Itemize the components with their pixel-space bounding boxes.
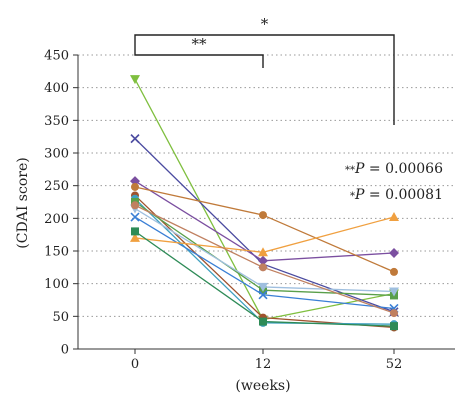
data-point <box>390 322 398 331</box>
data-point <box>259 263 267 272</box>
data-point <box>259 211 267 220</box>
y-tick-label: 250 <box>44 179 69 194</box>
data-point <box>131 201 139 210</box>
data-point <box>130 134 140 144</box>
series-11 <box>131 201 398 318</box>
series-3 <box>131 182 398 276</box>
significance-label: * <box>261 15 269 33</box>
axes <box>77 55 455 350</box>
y-tick-label: 200 <box>44 212 69 227</box>
y-axis-ticks: 0 50 100 150 200 250 300 350 400 450 <box>44 49 78 358</box>
data-point <box>258 282 268 292</box>
data-point <box>389 247 399 258</box>
y-tick-label: 400 <box>44 81 69 96</box>
data-point <box>389 287 399 297</box>
data-point-stroke <box>130 134 140 144</box>
data-point <box>258 290 268 300</box>
y-tick-label: 100 <box>44 277 69 292</box>
p-value-annotation: *P = 0.00081 <box>350 187 443 203</box>
data-point <box>130 176 140 187</box>
p-value-annotation: **P = 0.00066 <box>345 161 443 177</box>
data-point-stroke <box>258 290 268 300</box>
series-9 <box>130 212 399 257</box>
data-point <box>130 212 140 222</box>
x-tick-label: 0 <box>131 357 139 372</box>
series-10 <box>131 227 398 331</box>
data-point-stroke <box>130 212 140 222</box>
y-axis-title: (CDAI score) <box>15 157 31 248</box>
y-tick-label: 300 <box>44 147 69 162</box>
y-tick-label: 150 <box>44 245 69 260</box>
series-2 <box>130 176 399 266</box>
data-point <box>130 75 140 85</box>
data-point <box>131 182 139 191</box>
data-point <box>130 232 140 242</box>
data-point <box>131 227 139 236</box>
y-tick-label: 50 <box>52 310 69 325</box>
data-point <box>390 267 398 276</box>
y-tick-label: 0 <box>61 343 69 358</box>
x-tick-label: 52 <box>386 357 403 372</box>
significance-bracket <box>134 34 395 125</box>
y-tick-label: 450 <box>44 49 69 64</box>
p-value-annotations: **P = 0.00066 *P = 0.00081 <box>345 161 443 203</box>
series-line <box>134 216 395 253</box>
x-tick-label: 12 <box>255 357 272 372</box>
data-point <box>259 317 267 326</box>
data-point <box>258 247 268 257</box>
series-group <box>130 75 399 332</box>
y-tick-label: 350 <box>44 114 69 129</box>
x-axis-title: (weeks) <box>235 378 290 394</box>
significance-bracket <box>134 44 264 68</box>
data-point <box>390 309 398 318</box>
significance-label: ** <box>192 35 208 53</box>
series-line <box>134 230 395 327</box>
significance-brackets: *** <box>134 15 395 125</box>
data-point <box>258 255 268 266</box>
data-point <box>389 212 399 222</box>
x-axis-ticks: 0 12 52 <box>131 349 402 372</box>
